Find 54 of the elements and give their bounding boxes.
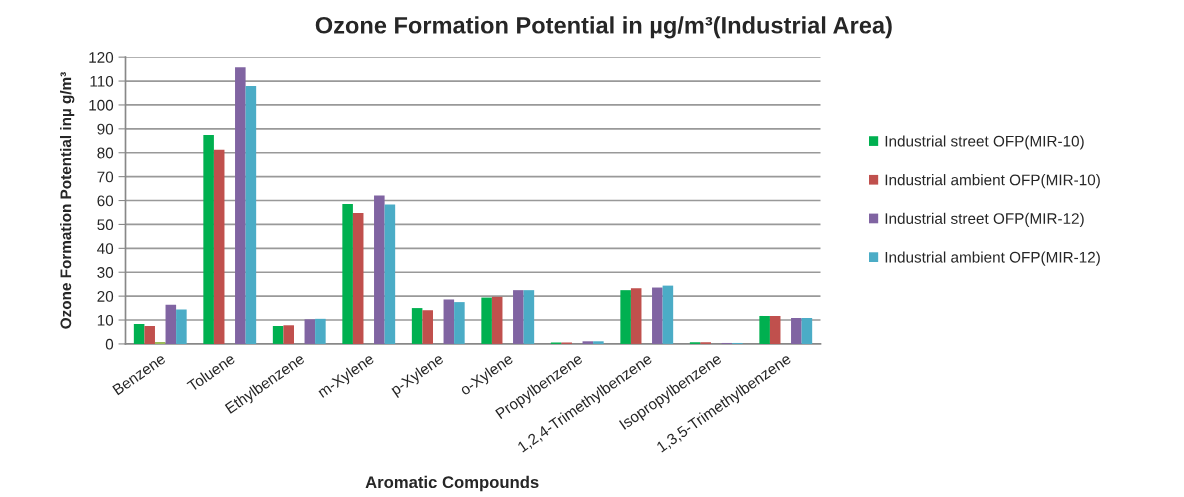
bar (213, 149, 225, 344)
y-tick-label: 80 (97, 147, 114, 159)
bar (342, 204, 353, 344)
bar (523, 290, 535, 344)
y-tick-label: 40 (97, 243, 114, 255)
bar (283, 325, 294, 344)
bar (620, 290, 631, 344)
bar (272, 326, 284, 344)
bar (491, 296, 503, 344)
y-tick-label: 100 (89, 99, 114, 111)
bar (203, 135, 214, 344)
x-axis-title: Aromatic Compounds (365, 475, 539, 492)
y-tick-label: 110 (90, 75, 114, 87)
bar (245, 86, 257, 344)
bar (411, 308, 423, 344)
bar (384, 204, 396, 344)
bar (630, 288, 642, 344)
y-axis-title: Ozone Formation Potential inµ g/m³ (60, 72, 75, 329)
y-tick-label: 10 (97, 314, 114, 326)
y-tick-label: 0 (105, 338, 114, 350)
bar (801, 318, 813, 344)
bar (791, 318, 802, 344)
y-tick-label: 50 (97, 219, 114, 231)
bar (443, 299, 455, 344)
bar (374, 195, 385, 344)
bar (481, 297, 492, 344)
bar (652, 287, 663, 344)
y-tick-label: 120 (89, 52, 114, 63)
bar (304, 319, 316, 344)
bar (176, 309, 187, 344)
legend-label: Industrial street OFP(MIR-12) (885, 212, 1084, 227)
y-tick-label: 90 (97, 123, 114, 135)
bar (422, 310, 433, 344)
y-tick-label: 70 (97, 171, 114, 183)
bar (759, 315, 770, 344)
bar (144, 326, 155, 344)
bar (235, 67, 246, 344)
bar (662, 285, 674, 344)
legend-label: Industrial ambient OFP(MIR-10) (885, 174, 1100, 189)
bar (454, 302, 465, 344)
bar (582, 341, 594, 344)
y-tick-label: 20 (97, 291, 114, 302)
legend-label: Industrial ambient OFP(MIR-12) (885, 251, 1100, 266)
y-tick-label: 30 (97, 267, 114, 278)
bar (513, 290, 524, 344)
legend-label: Industrial street OFP(MIR-10) (885, 135, 1084, 150)
bar (133, 324, 145, 344)
bar (165, 304, 177, 344)
bar (593, 341, 604, 344)
chart-title: Ozone Formation Potential in µg/m³(Industrial Area) (315, 16, 892, 39)
bar (352, 212, 364, 344)
bar (769, 315, 781, 344)
bar (315, 318, 326, 344)
y-tick-label: 60 (97, 195, 114, 207)
